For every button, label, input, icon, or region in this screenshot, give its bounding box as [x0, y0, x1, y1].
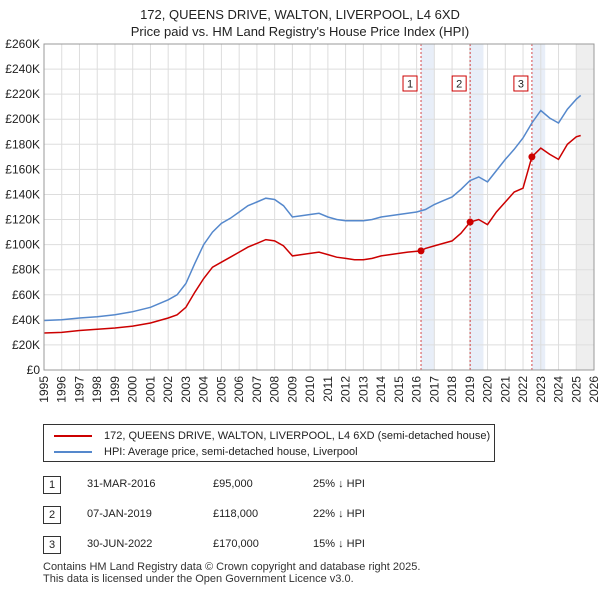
- marker-number: 1: [407, 79, 413, 91]
- transaction-hpi-diff: 25% ↓ HPI: [313, 478, 365, 490]
- transaction-price: £95,000: [213, 478, 253, 490]
- price-chart: 1 2 3 £0 £20K £40K £60K £80K £100K £120K £140K £16…: [5, 37, 600, 403]
- transaction-number: 2: [43, 506, 61, 524]
- x-tick-label: 2016: [410, 376, 424, 403]
- transaction-hpi-diff: 15% ↓ HPI: [313, 538, 365, 550]
- footer-line1: Contains HM Land Registry data © Crown c…: [43, 561, 421, 573]
- x-tick-label: 2006: [232, 376, 246, 403]
- transaction-date: 30-JUN-2022: [87, 538, 153, 550]
- plot-frame: [43, 43, 595, 371]
- x-tick-label: 2009: [285, 376, 299, 403]
- transaction-number: 3: [43, 536, 61, 554]
- x-tick-label: 2013: [356, 376, 370, 403]
- x-tick-label: 2024: [552, 376, 566, 403]
- transaction-row: 2 07-JAN-2019 £118,000 22% ↓ HPI: [43, 506, 443, 526]
- legend: 172, QUEENS DRIVE, WALTON, LIVERPOOL, L4…: [43, 424, 495, 462]
- x-tick-label: 2020: [481, 376, 495, 403]
- x-tick-label: 1997: [72, 376, 86, 403]
- y-tick-label: £200K: [5, 112, 40, 126]
- marker-number: 3: [518, 79, 524, 91]
- x-tick-label: 2018: [445, 376, 459, 403]
- footer-attribution: Contains HM Land Registry data © Crown c…: [43, 561, 420, 585]
- x-tick-label: 2008: [268, 376, 282, 403]
- hpi-line: [43, 94, 582, 322]
- x-tick-label: 1999: [108, 376, 122, 403]
- transaction-hpi-diff: 22% ↓ HPI: [313, 508, 365, 520]
- chart-title: 172, QUEENS DRIVE, WALTON, LIVERPOOL, L4…: [0, 6, 600, 40]
- transaction-price: £118,000: [213, 508, 259, 520]
- x-tick-label: 2022: [516, 376, 530, 403]
- x-tick-label: 2026: [587, 376, 600, 403]
- transaction-price: £170,000: [213, 538, 259, 550]
- y-tick-label: £220K: [5, 87, 40, 101]
- marker-box: [451, 75, 467, 92]
- y-tick-label: £0: [27, 363, 41, 377]
- y-tick-label: £60K: [12, 288, 40, 302]
- y-tick-label: £240K: [5, 62, 40, 76]
- footer-line2: This data is licensed under the Open Gov…: [43, 573, 354, 585]
- property-line-swatch: [54, 435, 92, 438]
- x-tick-label: 2012: [339, 376, 353, 403]
- x-tick-label: 1996: [55, 376, 69, 403]
- forecast-shade: [576, 44, 594, 370]
- x-tick-label: 2007: [250, 376, 264, 403]
- marker-band: [421, 44, 435, 370]
- x-tick-label: 2015: [392, 376, 406, 403]
- y-tick-label: £140K: [5, 187, 40, 201]
- marker-band: [531, 44, 546, 370]
- chart-title-line2: Price paid vs. HM Land Registry's House …: [130, 24, 470, 39]
- y-tick-label: £260K: [5, 37, 40, 51]
- legend-property-label: 172, QUEENS DRIVE, WALTON, LIVERPOOL, L4…: [104, 430, 491, 442]
- sale-point: [466, 218, 474, 226]
- y-tick-label: £20K: [12, 338, 40, 352]
- x-tick-label: 2023: [534, 376, 548, 403]
- y-tick-label: £160K: [5, 162, 40, 176]
- x-tick-label: 2005: [214, 376, 228, 403]
- x-tick-label: 2004: [197, 376, 211, 403]
- transaction-date: 31-MAR-2016: [87, 478, 156, 490]
- y-tick-label: £120K: [5, 213, 40, 227]
- marker-band: [470, 44, 484, 370]
- x-tick-label: 2010: [303, 376, 317, 403]
- x-tick-label: 2001: [143, 376, 157, 403]
- x-tick-label: 2000: [126, 376, 140, 403]
- y-tick-label: £80K: [12, 263, 40, 277]
- sale-point: [528, 153, 536, 161]
- x-tick-label: 2014: [374, 376, 388, 403]
- marker-box: [513, 75, 529, 92]
- property-price-line: [43, 134, 581, 334]
- y-tick-label: £100K: [5, 238, 40, 252]
- x-tick-label: 2019: [463, 376, 477, 403]
- legend-item-hpi: HPI: Average price, semi-detached house,…: [54, 444, 358, 460]
- x-tick-label: 2003: [179, 376, 193, 403]
- y-tick-label: £180K: [5, 137, 40, 151]
- x-tick-label: 2011: [321, 376, 335, 402]
- chart-title-line1: 172, QUEENS DRIVE, WALTON, LIVERPOOL, L4…: [140, 7, 460, 22]
- hpi-line-swatch: [54, 451, 92, 454]
- transaction-number: 1: [43, 476, 61, 494]
- x-tick-label: 2017: [427, 376, 441, 403]
- marker-number: 2: [456, 79, 462, 91]
- sale-point: [417, 247, 425, 255]
- transaction-row: 3 30-JUN-2022 £170,000 15% ↓ HPI: [43, 536, 443, 556]
- x-tick-label: 2025: [569, 376, 583, 403]
- y-tick-label: £40K: [12, 313, 40, 327]
- marker-box: [402, 75, 418, 92]
- legend-hpi-label: HPI: Average price, semi-detached house,…: [104, 446, 358, 458]
- x-tick-label: 1995: [37, 376, 51, 403]
- legend-item-property: 172, QUEENS DRIVE, WALTON, LIVERPOOL, L4…: [54, 428, 490, 444]
- transaction-row: 1 31-MAR-2016 £95,000 25% ↓ HPI: [43, 476, 443, 496]
- x-tick-label: 2021: [498, 376, 512, 403]
- x-tick-label: 2002: [161, 376, 175, 403]
- transaction-date: 07-JAN-2019: [87, 508, 152, 520]
- x-tick-label: 1998: [90, 376, 104, 403]
